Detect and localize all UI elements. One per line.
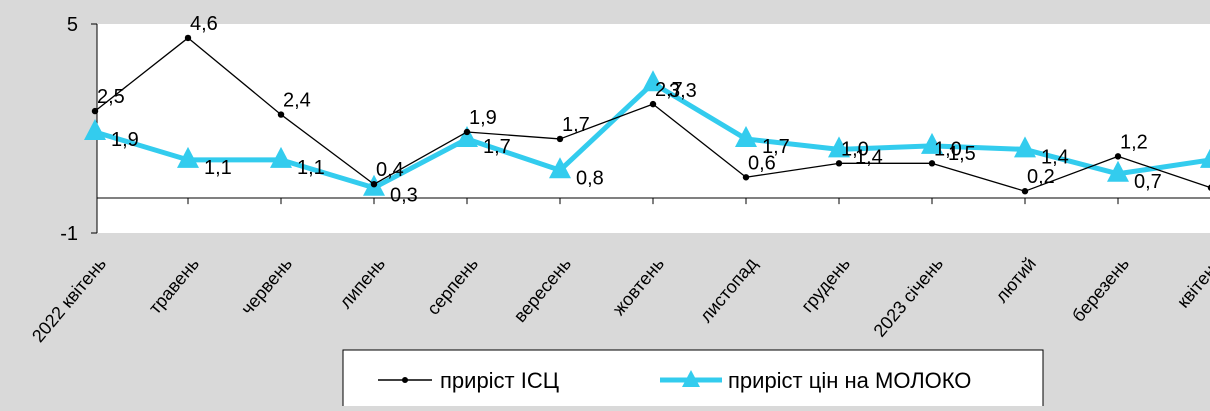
- isc-data-label: 2,7: [655, 79, 683, 101]
- isc-data-label: 1,0: [934, 138, 962, 160]
- milk-price-marker: [84, 118, 106, 140]
- isc-marker: [556, 135, 564, 143]
- isc-data-label: 2,5: [97, 86, 125, 108]
- isc-marker: [370, 181, 378, 188]
- isc-data-label: 1,0: [841, 138, 869, 160]
- milk-price-marker: [177, 146, 199, 168]
- milk-price-marker: [549, 157, 571, 179]
- isc-marker: [1021, 188, 1029, 195]
- isc-marker: [184, 34, 192, 42]
- milk-price-marker: [1200, 148, 1210, 168]
- isc-data-label: 2,4: [283, 90, 311, 112]
- isc-data-label: 1,9: [469, 107, 497, 129]
- milk-price-marker: [642, 70, 664, 92]
- y-tick-label: 5: [67, 14, 78, 36]
- isc-data-label: 0,4: [376, 159, 404, 181]
- milk-price-data-label: 1,4: [1041, 146, 1069, 168]
- milk-price-data-label: 3,3: [669, 80, 697, 102]
- isc-data-label: 1,7: [562, 114, 590, 136]
- milk-price-marker: [921, 132, 943, 154]
- milk-price-data-label: 1,4: [855, 146, 883, 168]
- isc-marker: [1114, 153, 1122, 160]
- milk-price-marker: [270, 146, 292, 168]
- milk-price-marker: [1107, 160, 1129, 182]
- isc-data-label: 1,2: [1120, 131, 1148, 153]
- isc-data-label: 4,6: [190, 13, 218, 35]
- isc-marker: [91, 107, 99, 115]
- isc-marker: [742, 174, 750, 181]
- isc-data-label: 0,2: [1027, 166, 1055, 188]
- isc-data-label: 0,6: [748, 152, 776, 174]
- milk-price-data-label: 1,9: [111, 129, 139, 151]
- milk-price-data-label: 1,1: [204, 157, 232, 179]
- milk-price-data-label: 0,7: [1134, 171, 1162, 193]
- isc-marker: [649, 100, 657, 108]
- milk-price-marker: [735, 125, 757, 147]
- milk-price-data-label: 1,7: [483, 136, 511, 158]
- milk-price-data-label: 0,8: [576, 167, 604, 189]
- milk-price-data-label: 1,7: [762, 136, 790, 158]
- isc-marker: [277, 111, 285, 118]
- legend-isc-label: приріст ІСЦ: [440, 368, 559, 393]
- milk-price-data-label: 1,1: [297, 157, 325, 179]
- legend-milk-label: приріст цін на МОЛОКО: [728, 368, 971, 393]
- isc-marker: [835, 160, 843, 167]
- milk-price-marker: [828, 136, 850, 158]
- y-tick-label: -1: [60, 223, 78, 245]
- legend-milk-marker: [682, 370, 700, 387]
- legend-isc-marker: [402, 377, 408, 383]
- milk-price-marker: [1014, 136, 1036, 158]
- isc-marker: [1207, 184, 1210, 191]
- milk-price-data-label: 0,3: [390, 185, 418, 207]
- isc-marker: [928, 160, 936, 167]
- isc-marker: [463, 128, 471, 136]
- milk-price-data-label: 1,5: [948, 143, 976, 165]
- milk-price-marker: [456, 125, 478, 147]
- legend: приріст ІСЦ приріст цін на МОЛОКО: [342, 349, 1044, 411]
